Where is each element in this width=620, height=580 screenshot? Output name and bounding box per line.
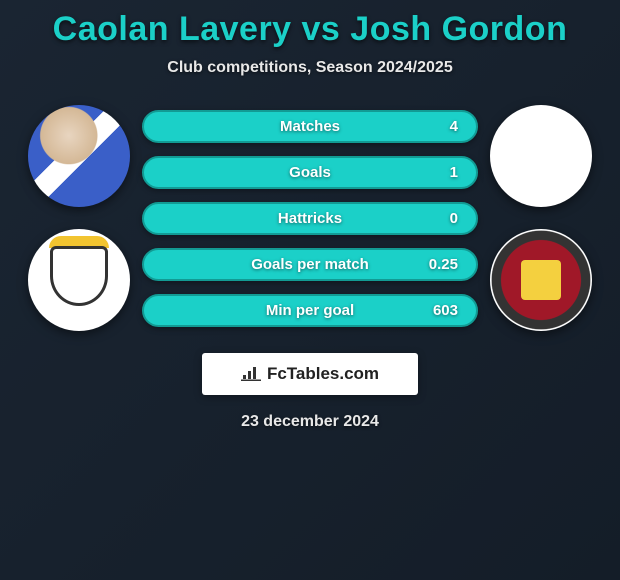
- stat-label: Hattricks: [212, 210, 408, 227]
- stat-right-value: 0.25: [408, 256, 458, 273]
- stat-label: Goals per match: [212, 256, 408, 273]
- left-club-crest: [28, 229, 130, 331]
- stat-label: Min per goal: [212, 302, 408, 319]
- stat-label: Goals: [212, 164, 408, 181]
- stats-column: Matches 4 Goals 1 Hattricks 0 Goals per …: [142, 110, 478, 327]
- stat-right-value: 1: [408, 164, 458, 181]
- right-player-column: [490, 105, 592, 331]
- stat-right-value: 4: [408, 118, 458, 135]
- left-player-column: [28, 105, 130, 331]
- comparison-row: Matches 4 Goals 1 Hattricks 0 Goals per …: [0, 105, 620, 331]
- stat-row-goals-per-match: Goals per match 0.25: [142, 248, 478, 281]
- right-club-crest: [490, 229, 592, 331]
- date-label: 23 december 2024: [0, 413, 620, 431]
- stat-row-min-per-goal: Min per goal 603: [142, 294, 478, 327]
- stat-right-value: 603: [408, 302, 458, 319]
- attribution-text: FcTables.com: [267, 364, 379, 384]
- stat-label: Matches: [212, 118, 408, 135]
- left-player-avatar: [28, 105, 130, 207]
- page-title: Caolan Lavery vs Josh Gordon: [0, 10, 620, 49]
- stat-row-matches: Matches 4: [142, 110, 478, 143]
- right-player-avatar: [490, 105, 592, 207]
- stat-right-value: 0: [408, 210, 458, 227]
- subtitle: Club competitions, Season 2024/2025: [0, 59, 620, 77]
- stat-row-hattricks: Hattricks 0: [142, 202, 478, 235]
- chart-icon: [241, 363, 261, 386]
- attribution-badge: FcTables.com: [202, 353, 418, 395]
- stat-row-goals: Goals 1: [142, 156, 478, 189]
